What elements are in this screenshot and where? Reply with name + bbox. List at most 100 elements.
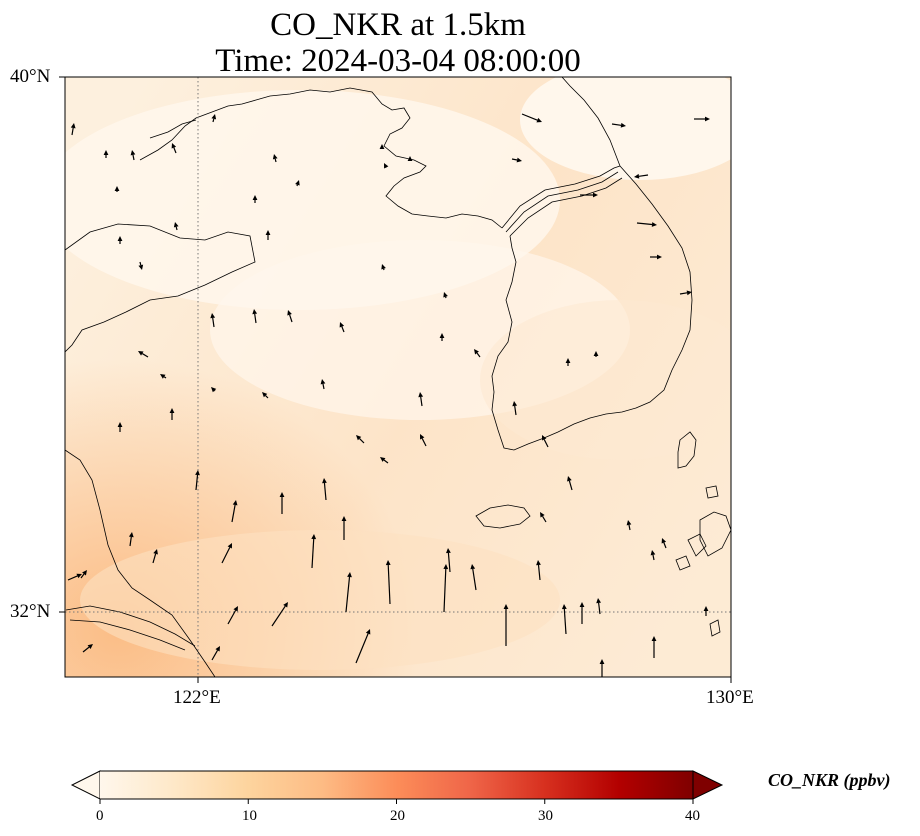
wind-arrow (152, 549, 158, 564)
wind-arrow (128, 532, 134, 547)
wind-arrow (599, 659, 605, 677)
map-title-line-2: Time: 2024-03-04 08:00:00 (215, 43, 581, 79)
wind-arrow (322, 478, 327, 501)
lon-tick-label-130: 130°E (706, 687, 754, 708)
wind-arrow (252, 309, 258, 324)
wind-arrow (356, 435, 365, 444)
wind-arrow (565, 358, 571, 366)
wind-arrow (542, 435, 549, 448)
wind-arrow (407, 156, 413, 161)
wind-arrow (272, 154, 278, 163)
wind-arrow (626, 520, 632, 531)
colorbar-title: CO_NKR (ppbv) (768, 770, 891, 790)
wind-arrow (420, 434, 427, 447)
wind-arrow (169, 408, 175, 420)
colorbar-gradient (100, 771, 693, 799)
map-ticks (59, 76, 732, 683)
coastlines (65, 77, 731, 677)
wind-arrow (311, 534, 317, 569)
colorbar-extend-high (692, 770, 724, 800)
map-frame (64, 76, 732, 678)
lat-tick-label-32: 32°N (10, 601, 51, 622)
wind-arrow (171, 143, 177, 154)
colorbar-tick-20: 20 (390, 808, 405, 824)
lat-tick-label-40: 40°N (10, 66, 51, 87)
wind-arrow (380, 457, 389, 464)
wind-arrow (279, 492, 285, 514)
wind-arrow (381, 264, 386, 271)
wind-arrow (470, 564, 477, 591)
wind-arrow (221, 543, 232, 564)
wind-arrow (503, 604, 509, 646)
colorbar-tick-0: 0 (96, 808, 104, 824)
wind-arrow (265, 230, 271, 240)
wind-arrow (117, 236, 123, 244)
lon-tick-label-122: 122°E (173, 687, 221, 708)
wind-arrow (138, 261, 144, 270)
wind-arrow (474, 349, 481, 358)
wind-arrow (345, 572, 352, 613)
wind-arrow (694, 116, 710, 122)
map-title-line-1: CO_NKR at 1.5km (270, 7, 526, 43)
wind-arrow (580, 192, 598, 198)
wind-vectors (67, 113, 710, 677)
wind-arrow (567, 476, 573, 491)
wind-arrow (227, 606, 238, 625)
colorbar-tick-10: 10 (242, 808, 257, 824)
wind-arrow (650, 254, 662, 260)
colorbar-tick-40: 40 (685, 808, 700, 824)
wind-arrow (443, 292, 448, 299)
wind-arrow (593, 351, 599, 357)
wind-arrow (341, 516, 347, 540)
wind-arrow (211, 387, 217, 393)
colorbar (70, 770, 724, 804)
colorbar-tick-30: 30 (538, 808, 553, 824)
wind-arrow (67, 573, 82, 581)
wind-arrow (511, 157, 522, 163)
wind-arrow (579, 602, 585, 624)
wind-arrow (661, 538, 667, 549)
wind-arrow (70, 123, 76, 136)
wind-arrow (636, 222, 657, 227)
wind-arrow (130, 150, 136, 161)
wind-arrow (320, 379, 326, 390)
wind-arrow (439, 333, 445, 341)
wind-arrow (521, 113, 542, 123)
wind-arrow (651, 636, 657, 658)
wind-arrow (271, 602, 288, 627)
wind-arrow (512, 401, 518, 416)
wind-arrow (138, 351, 149, 358)
wind-arrow (650, 550, 656, 561)
wind-arrow (114, 186, 120, 192)
wind-arrow (211, 114, 217, 123)
wind-arrow (173, 222, 179, 231)
colorbar-extend-low (70, 770, 101, 800)
wind-arrow (611, 122, 626, 128)
wind-arrow (295, 180, 300, 187)
wind-arrow (210, 313, 216, 328)
wind-arrow (561, 604, 567, 635)
wind-arrow (634, 173, 649, 179)
lat-lon-gridlines (65, 77, 731, 677)
wind-arrow (446, 548, 451, 573)
wind-arrow (287, 310, 293, 323)
wind-arrow (103, 150, 109, 158)
wind-arrow (117, 422, 123, 432)
wind-arrow (231, 500, 238, 523)
wind-arrow (703, 606, 709, 616)
wind-arrow (443, 564, 449, 613)
wind-arrow (339, 322, 345, 333)
wind-arrow (384, 163, 389, 169)
wind-arrow (262, 392, 269, 399)
wind-arrow (160, 374, 167, 379)
wind-arrow (211, 646, 220, 661)
wind-arrow (195, 470, 200, 491)
wind-arrow (252, 195, 258, 203)
wind-arrow (418, 392, 424, 407)
wind-arrow (385, 560, 391, 605)
wind-arrow (536, 560, 541, 581)
wind-arrow (679, 290, 692, 296)
wind-arrow (540, 512, 547, 523)
wind-arrow (80, 570, 87, 579)
